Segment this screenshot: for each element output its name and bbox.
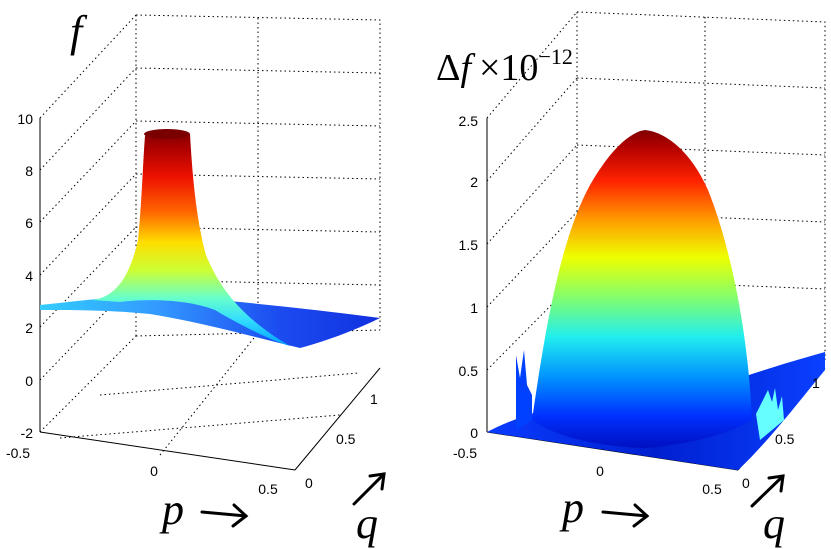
left-y-arrow [352,472,386,506]
left-x-arrow [200,503,249,528]
title-f: f [460,47,475,89]
right-y-label: q [763,499,785,548]
left-plot: 10 8 6 4 2 0 -2 -0.5 0 0.5 0 0.5 1 f p q [6,7,386,548]
title-times: ×10 [479,47,538,89]
z-tick-label: 6 [25,215,33,231]
left-y-ticks: 0 0.5 1 [305,391,378,491]
x-tick-label: -0.5 [6,445,30,461]
y-tick-label: 0.5 [775,431,795,447]
left-z-ticks: 10 8 6 4 2 0 -2 [17,111,33,441]
x-tick-label: 0 [150,463,158,479]
x-tick-label: 0 [596,463,604,479]
left-grid [39,14,381,471]
x-tick-label: -0.5 [453,445,477,461]
z-tick-label: 0.5 [459,363,479,379]
left-title: f [70,7,88,56]
right-x-arrow [601,503,650,528]
left-surface [40,129,380,348]
z-tick-label: 2 [25,320,33,336]
x-tick-label: 0.5 [258,481,278,497]
x-tick-label: 0.5 [702,481,722,497]
y-tick-label: 0 [742,475,750,491]
right-z-ticks: 2.5 2 1.5 1 0.5 0 [459,113,479,441]
z-tick-label: 0 [470,425,478,441]
z-tick-label: 4 [25,268,33,284]
right-y-arrow [750,474,785,508]
left-x-label: p [159,485,184,534]
z-tick-label: 0 [25,373,33,389]
y-tick-label: 1 [812,375,820,391]
z-tick-label: 8 [25,163,33,179]
left-y-label: q [356,499,378,548]
z-tick-label: 10 [17,111,33,127]
y-tick-label: 0.5 [336,431,356,447]
left-x-ticks: -0.5 0 0.5 [6,445,278,497]
title-delta: Δ [436,47,460,89]
z-tick-label: 1.5 [459,237,479,253]
right-surface [487,130,825,470]
z-tick-label: -2 [21,425,34,441]
right-y-ticks: 0 0.5 1 [742,375,820,491]
right-plot: 2.5 2 1.5 1 0.5 0 -0.5 0 0.5 0 0.5 1 Δf ×… [436,11,826,548]
right-x-label: p [559,483,584,532]
right-x-ticks: -0.5 0 0.5 [453,445,722,497]
z-tick-label: 2.5 [459,113,479,129]
y-tick-label: 1 [370,391,378,407]
z-tick-label: 2 [470,174,478,190]
right-title: Δf ×10−12 [436,44,573,89]
z-tick-label: 1 [470,300,478,316]
title-exponent: −12 [538,44,572,69]
y-tick-label: 0 [305,475,313,491]
